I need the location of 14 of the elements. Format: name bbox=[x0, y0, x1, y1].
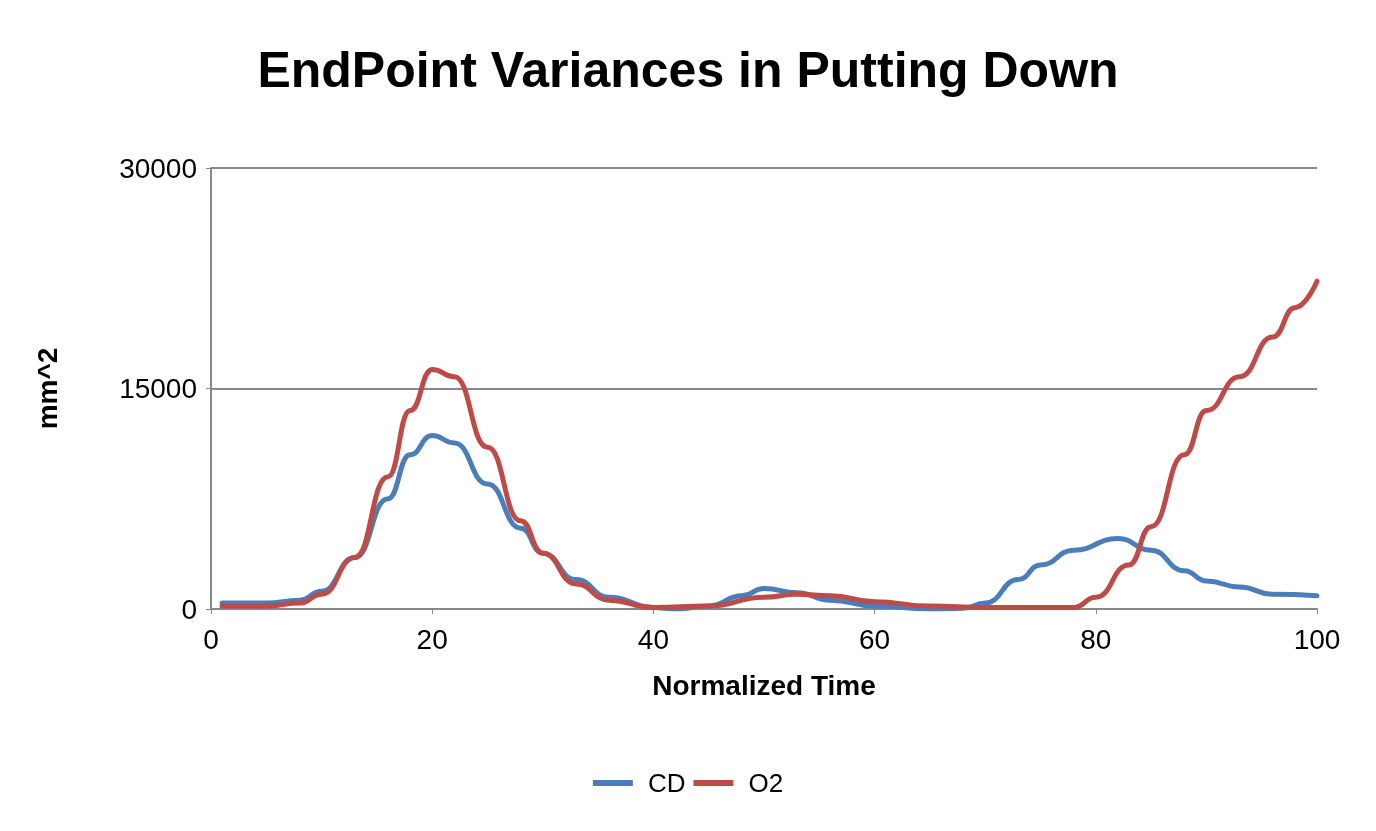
y-tick-label: 30000 bbox=[119, 152, 197, 184]
x-tick-label: 0 bbox=[203, 623, 219, 655]
x-tick-label: 60 bbox=[859, 623, 891, 655]
x-tick-label: 100 bbox=[1293, 623, 1341, 655]
legend-label: O2 bbox=[748, 768, 784, 798]
y-axis-title: mm^2 bbox=[31, 347, 63, 430]
x-tick-label: 40 bbox=[637, 623, 669, 655]
x-axis-title: Normalized Time bbox=[652, 669, 876, 701]
legend-label: CD bbox=[647, 768, 686, 798]
chart-title: EndPoint Variances in Putting Down bbox=[257, 42, 1119, 98]
x-tick-label: 80 bbox=[1080, 623, 1112, 655]
y-tick-label: 15000 bbox=[119, 373, 197, 404]
x-tick-label: 20 bbox=[416, 623, 448, 655]
y-tick-label: 0 bbox=[181, 593, 197, 625]
